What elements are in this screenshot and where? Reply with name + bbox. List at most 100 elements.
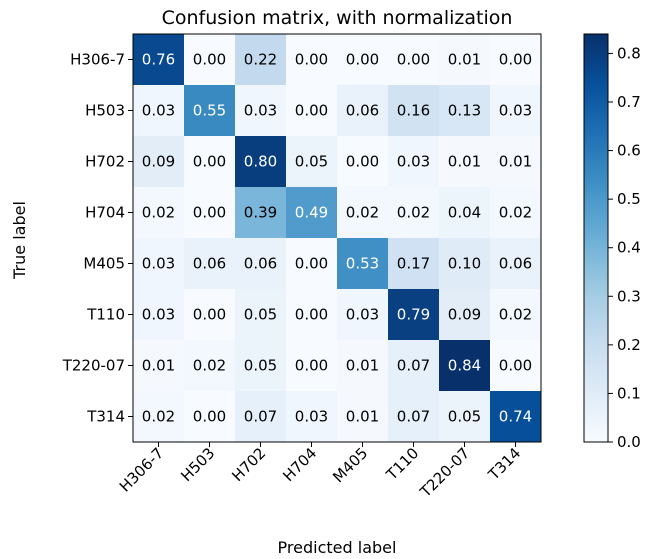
cell-value-label: 0.05 [448,408,481,426]
heatmap-cell [439,136,490,187]
heatmap-cell [184,391,235,442]
cell-value-label: 0.00 [193,153,226,171]
cell-value-label: 0.01 [346,408,379,426]
colorbar-tick-label: 0.8 [617,44,641,62]
x-tick-label: H702 [228,444,269,485]
cell-value-label: 0.07 [244,408,277,426]
colorbar-ticks: 0.0 0.1 0.2 0.3 0.4 0.5 0.6 0.7 0.8 [608,44,641,451]
y-tick-label: H503 [85,102,125,120]
heatmap-cell [388,85,439,136]
heatmap-cell [286,136,337,187]
cell-value-label: 0.01 [499,153,532,171]
y-tick-label: M405 [83,255,125,273]
cell-value-label: 0.74 [499,408,532,426]
cell-value-label: 0.01 [448,51,481,69]
heatmap-cell [490,85,541,136]
cell-value-label: 0.53 [346,255,379,273]
y-tick-label: H704 [85,204,125,222]
x-tick-label: H704 [279,444,320,485]
colorbar-tick-label: 0.0 [617,433,641,451]
cell-value-label: 0.13 [448,102,481,120]
heatmap-cell [439,34,490,85]
heatmap-cell [388,136,439,187]
cell-value-label: 0.00 [193,408,226,426]
heatmap-cell [286,34,337,85]
cell-value-label: 0.05 [295,153,328,171]
heatmap-cell [388,34,439,85]
heatmap-cell [184,238,235,289]
heatmap-cell [133,136,184,187]
x-tick-label: H306-7 [116,444,168,496]
heatmap-cell [490,289,541,340]
heatmap-cells: 0.76 0.00 0.22 0.00 0.00 0.00 0.01 0.00 0.03 0.55… [133,34,541,442]
cell-value-label: 0.06 [244,255,277,273]
heatmap-cell [490,136,541,187]
heatmap-cell [337,34,388,85]
colorbar: 0.0 0.1 0.2 0.3 0.4 0.5 0.6 0.7 0.8 [583,33,641,451]
cell-value-label: 0.03 [346,306,379,324]
heatmap-cell [133,340,184,391]
cell-value-label: 0.00 [193,306,226,324]
cell-value-label: 0.16 [397,102,430,120]
x-tick-label: M405 [329,444,371,486]
cell-value-label: 0.05 [244,306,277,324]
heatmap-cell [286,340,337,391]
cell-value-label: 0.17 [397,255,430,273]
y-axis-label: True label [10,201,29,280]
colorbar-tick-label: 0.5 [617,190,641,208]
heatmap-cell [337,187,388,238]
heatmap-cell [337,85,388,136]
cell-value-label: 0.03 [499,102,532,120]
cell-value-label: 0.03 [244,102,277,120]
cell-value-label: 0.00 [295,51,328,69]
cell-value-label: 0.00 [499,357,532,375]
heatmap-cell [184,34,235,85]
x-tick-label: T314 [484,444,524,484]
cell-value-label: 0.02 [397,204,430,222]
cell-value-label: 0.00 [295,306,328,324]
cell-value-label: 0.00 [346,51,379,69]
heatmap-cell [235,238,286,289]
x-tick-label: T220-07 [416,444,473,501]
cell-value-label: 0.03 [142,306,175,324]
heatmap-cell [490,34,541,85]
cell-value-label: 0.06 [346,102,379,120]
heatmap-cell [286,187,337,238]
heatmap-cell [133,289,184,340]
cell-value-label: 0.09 [448,306,481,324]
heatmap-cell [184,85,235,136]
cell-value-label: 0.76 [142,51,175,69]
cell-value-label: 0.49 [295,204,328,222]
heatmap-cell [337,340,388,391]
cell-value-label: 0.02 [142,408,175,426]
heatmap-cell [235,187,286,238]
cell-value-label: 0.00 [295,357,328,375]
heatmap-cell [490,391,541,442]
cell-value-label: 0.00 [193,204,226,222]
colorbar-tick-label: 0.1 [617,384,641,402]
heatmap-cell [235,289,286,340]
colorbar-gradient [583,33,609,443]
heatmap-cell [439,85,490,136]
cell-value-label: 0.03 [142,255,175,273]
cell-value-label: 0.02 [499,306,532,324]
cell-value-label: 0.01 [448,153,481,171]
heatmap-cell [184,136,235,187]
heatmap-cell [184,187,235,238]
cell-value-label: 0.79 [397,306,430,324]
heatmap-cell [337,136,388,187]
heatmap-cell [235,34,286,85]
heatmap-cell [235,391,286,442]
cell-value-label: 0.06 [499,255,532,273]
heatmap-cell [337,289,388,340]
heatmap-cell [388,391,439,442]
heatmap-cell [388,238,439,289]
cell-value-label: 0.02 [142,204,175,222]
cell-value-label: 0.06 [193,255,226,273]
cell-value-label: 0.55 [193,102,226,120]
colorbar-tick-label: 0.2 [617,336,641,354]
colorbar-tick-label: 0.6 [617,142,641,160]
heatmap-cell [490,340,541,391]
y-tick-label: H306-7 [70,51,125,69]
